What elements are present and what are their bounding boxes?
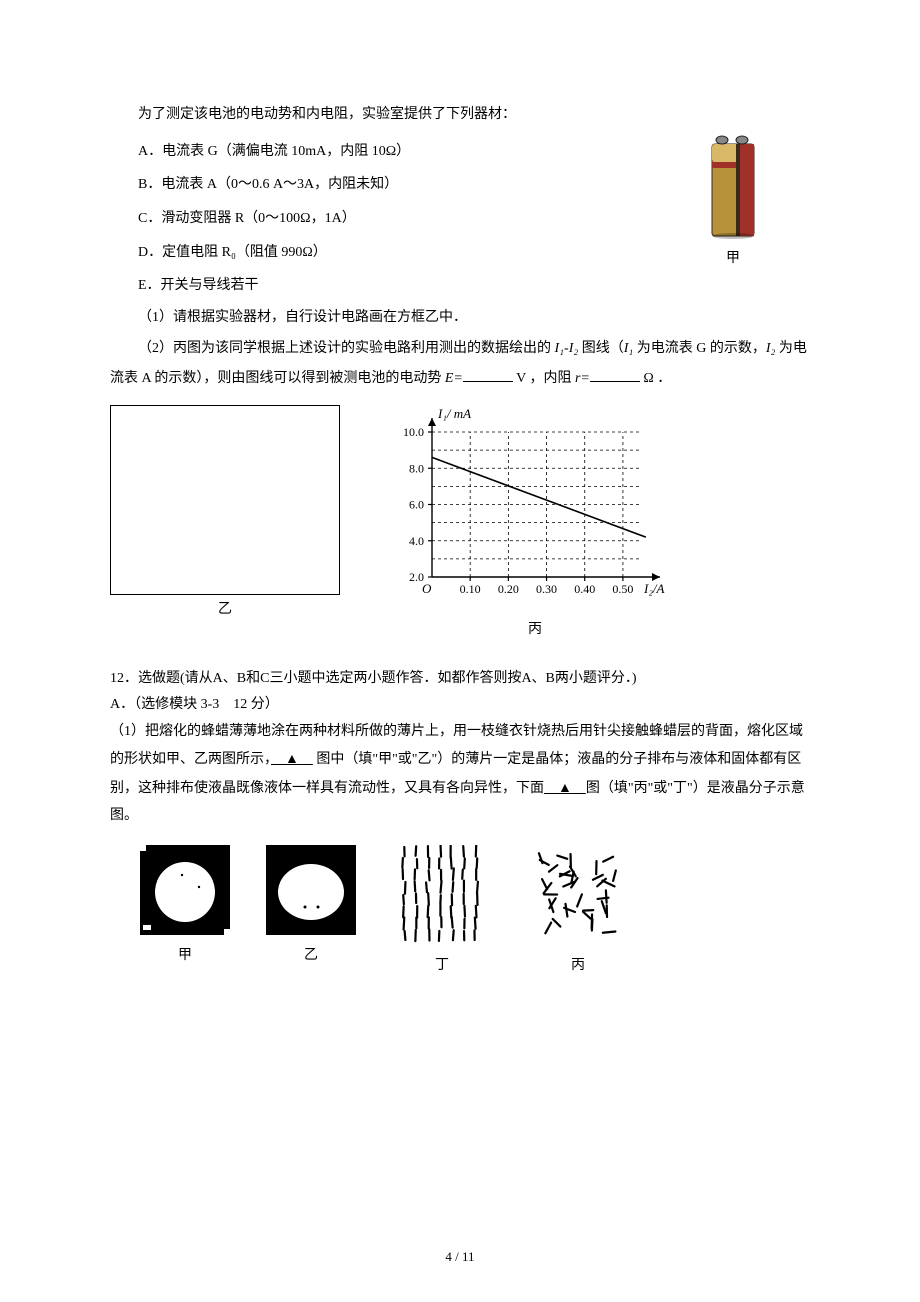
svg-text:I₁/ mA: I₁/ mA bbox=[437, 406, 471, 421]
question-2: （2）丙图为该同学根据上述设计的实验电路利用测出的数据绘出的 I₁-I₂ 图线（… bbox=[110, 334, 810, 396]
var-i2: I₂ bbox=[569, 341, 579, 356]
img-jia: 甲 bbox=[140, 845, 230, 982]
q2-c: 为电流表 G 的示数， bbox=[633, 341, 766, 356]
var-i1b: I₁ bbox=[624, 341, 634, 356]
img-bing: 丙 bbox=[528, 845, 628, 982]
chart-bing: 2.04.06.08.010.00.100.200.300.400.50OI₁/… bbox=[380, 405, 690, 641]
svg-text:I₂/A: I₂/A bbox=[643, 581, 664, 596]
blank-mark-1: ▲ bbox=[271, 750, 313, 766]
svg-text:0.50: 0.50 bbox=[612, 582, 633, 596]
cap-jia: 甲 bbox=[140, 941, 230, 972]
cap-bing2: 丙 bbox=[528, 951, 628, 982]
svg-text:O: O bbox=[422, 581, 432, 596]
cap-yi2: 乙 bbox=[266, 941, 356, 972]
caption-yi: 乙 bbox=[110, 599, 340, 621]
chart-svg: 2.04.06.08.010.00.100.200.300.400.50OI₁/… bbox=[380, 405, 690, 615]
box-yi: 乙 bbox=[110, 405, 340, 621]
blank-mark-2: ▲ bbox=[544, 779, 586, 795]
q12-subA: A．（选修模块 3-3 12 分） bbox=[110, 692, 810, 719]
svg-text:0.40: 0.40 bbox=[574, 582, 595, 596]
var-r: r= bbox=[575, 371, 590, 386]
question-12: 12．选做题(请从A、B和C三小题中选定两小题作答．如都作答则按A、B两小题评分… bbox=[110, 666, 810, 830]
battery-icon bbox=[706, 130, 760, 240]
svg-text:0.10: 0.10 bbox=[460, 582, 481, 596]
svg-text:0.20: 0.20 bbox=[498, 582, 519, 596]
cap-ding: 丁 bbox=[392, 951, 492, 982]
q2-a: （2）丙图为该同学根据上述设计的实验电路利用测出的数据绘出的 bbox=[138, 341, 555, 356]
var-i1: I₁ bbox=[555, 341, 565, 356]
svg-text:6.0: 6.0 bbox=[409, 498, 424, 512]
battery-figure: 甲 bbox=[706, 130, 760, 275]
figure-row: 乙 2.04.06.08.010.00.100.200.300.400.50OI… bbox=[110, 405, 810, 641]
svg-text:4.0: 4.0 bbox=[409, 534, 424, 548]
svg-text:10.0: 10.0 bbox=[403, 425, 424, 439]
blank-r bbox=[590, 368, 640, 382]
var-i2b: I₂ bbox=[766, 341, 776, 356]
q2-e: V ，内阻 bbox=[513, 371, 575, 386]
svg-text:0.30: 0.30 bbox=[536, 582, 557, 596]
page-number: 4 / 11 bbox=[0, 1243, 920, 1272]
q12-head: 12．选做题(请从A、B和C三小题中选定两小题作答．如都作答则按A、B两小题评分… bbox=[110, 666, 810, 693]
battery-caption: 甲 bbox=[706, 244, 760, 275]
img-ding: 丁 bbox=[392, 845, 492, 982]
img-yi: 乙 bbox=[266, 845, 356, 982]
q2-f: Ω ． bbox=[640, 371, 671, 386]
question-1: （1）请根据实验器材，自行设计电路画在方框乙中． bbox=[110, 303, 810, 334]
caption-bing: 丙 bbox=[380, 619, 690, 641]
blank-e bbox=[463, 368, 513, 382]
svg-text:8.0: 8.0 bbox=[409, 461, 424, 475]
q12-body: （1）把熔化的蜂蜡薄薄地涂在两种材料所做的薄片上，用一枝缝衣针烧热后用针尖接触蜂… bbox=[110, 719, 810, 829]
intro-text: 为了测定该电池的电动势和内电阻，实验室提供了下列器材： bbox=[110, 100, 810, 131]
answer-box bbox=[110, 405, 340, 595]
var-e: E= bbox=[445, 371, 463, 386]
q2-b: 图线（ bbox=[578, 341, 624, 356]
image-row: 甲 乙 丁 丙 bbox=[140, 845, 810, 982]
